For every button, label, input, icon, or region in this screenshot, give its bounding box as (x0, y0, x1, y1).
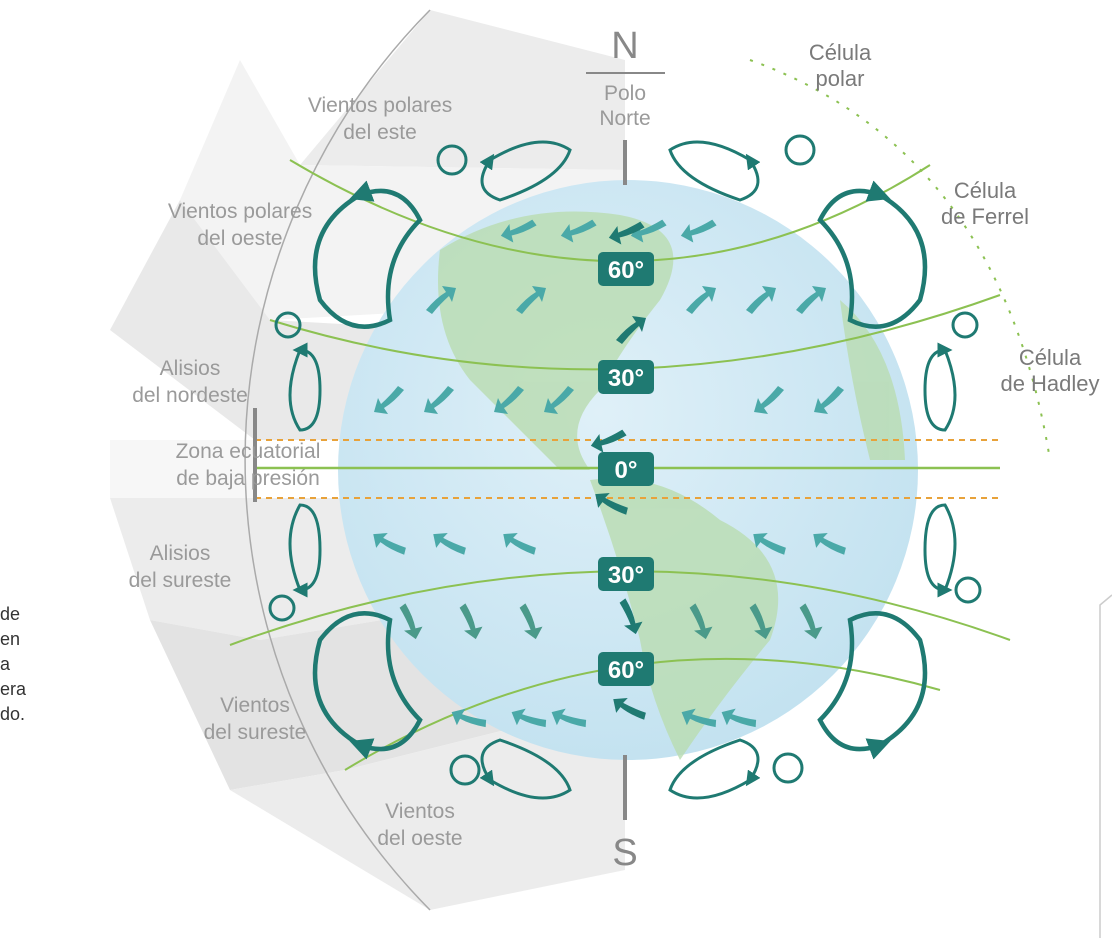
cut-text: era (0, 679, 27, 699)
wind-label: Alisios (150, 542, 211, 565)
wind-arrow (503, 533, 536, 555)
latitude-badge (598, 360, 654, 394)
wind-arrow (616, 316, 646, 344)
wind-arrow (680, 219, 717, 243)
latitude-label: 60° (608, 657, 644, 684)
wind-arrow (433, 533, 466, 555)
wind-label: del sureste (129, 569, 232, 592)
cell-label: de Hadley (1000, 371, 1099, 396)
wind-arrow (608, 221, 645, 245)
wind-arrow (681, 708, 717, 728)
wind-arrow (813, 533, 846, 555)
wind-arrow (753, 533, 786, 555)
north-pole-label: Norte (599, 107, 650, 130)
latitude-label: 30° (608, 562, 644, 589)
wind-arrow (451, 708, 487, 728)
wind-arrow (374, 386, 404, 414)
cell-label: polar (816, 66, 865, 91)
wind-label: Vientos (220, 694, 290, 717)
wind-label: del este (343, 121, 417, 144)
wind-label: del sureste (204, 721, 307, 744)
circulation-cells (268, 134, 982, 800)
cell-label: Célula (1019, 345, 1082, 370)
wind-arrow (689, 603, 713, 640)
wind-arrow (590, 429, 627, 453)
wind-arrows (373, 219, 846, 728)
south-label: S (612, 832, 637, 874)
cut-text: a (0, 654, 11, 674)
cell-label: Célula (809, 40, 872, 65)
wind-label: del oeste (377, 827, 462, 850)
wind-label: del oeste (197, 227, 282, 250)
cell-label: Célula (954, 178, 1017, 203)
wind-arrow (511, 708, 547, 728)
wind-arrow (519, 603, 543, 640)
wind-arrow (814, 386, 844, 414)
wind-arrow (721, 708, 757, 728)
wind-label: Vientos (385, 800, 455, 823)
latitude-label: 60° (608, 257, 644, 284)
wind-arrow (595, 493, 628, 515)
wind-arrow (613, 698, 646, 720)
wind-arrow (799, 603, 823, 640)
latitude-badge (598, 652, 654, 686)
latitude-badge (598, 452, 654, 486)
wind-label: del nordeste (132, 384, 248, 407)
latitude-label: 0° (615, 457, 638, 484)
latitude-badge (598, 252, 654, 286)
wind-arrow (560, 219, 597, 243)
wind-arrow (754, 386, 784, 414)
wind-arrow (516, 286, 546, 314)
north-label: N (611, 25, 638, 67)
wind-label: Vientos polares (168, 200, 312, 223)
wind-arrow (500, 219, 537, 243)
wind-label: Vientos polares (308, 94, 452, 117)
cell-label: de Ferrel (941, 204, 1029, 229)
wind-arrow (551, 708, 587, 728)
wind-label: Zona ecuatorial (176, 440, 321, 463)
wind-arrow (459, 603, 483, 640)
north-pole-label: Polo (604, 82, 646, 105)
wind-label: Alisios (160, 357, 221, 380)
latitude-badge (598, 557, 654, 591)
wind-arrow (544, 386, 574, 414)
wind-arrow (619, 598, 643, 635)
wind-arrow (749, 603, 773, 640)
wind-arrow (399, 603, 423, 640)
wind-arrow (424, 386, 454, 414)
wind-arrow (686, 286, 716, 314)
latitude-lines (229, 59, 1112, 938)
wind-arrow (746, 286, 776, 314)
cut-text: en (0, 629, 20, 649)
wind-arrow (373, 533, 406, 555)
wind-label: de baja presión (176, 467, 320, 490)
wind-arrow (630, 219, 667, 243)
cut-text: do. (0, 704, 25, 724)
wind-arrow (796, 286, 826, 314)
wind-arrow (494, 386, 524, 414)
latitude-label: 30° (608, 365, 644, 392)
wind-arrow (426, 286, 456, 314)
cut-text: de (0, 604, 20, 624)
